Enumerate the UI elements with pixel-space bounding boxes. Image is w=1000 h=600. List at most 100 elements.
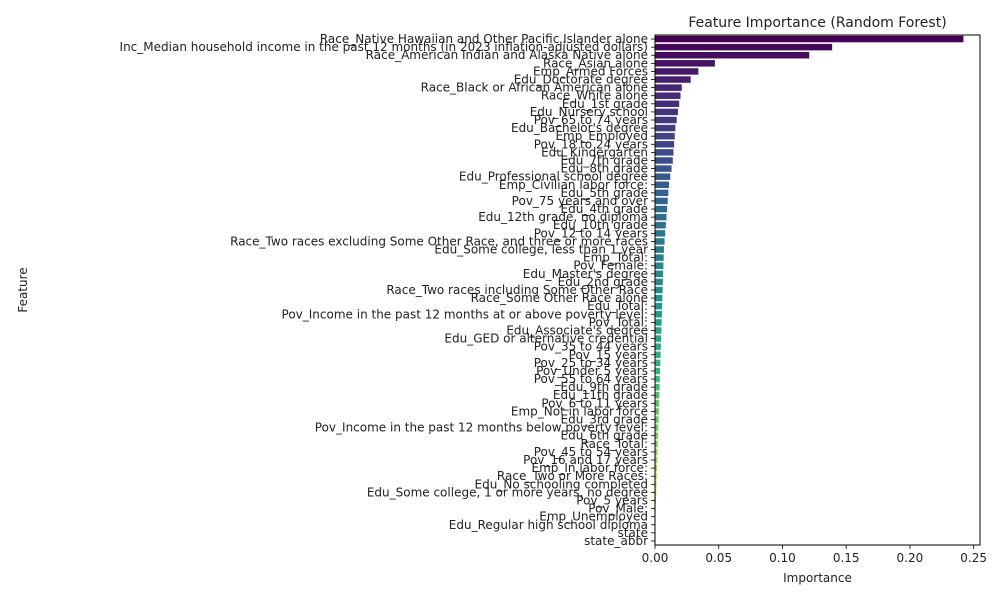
bar <box>655 116 677 124</box>
y-tick-label: Pov_Income in the past 12 months below p… <box>315 421 648 435</box>
x-tick-label: 0.00 <box>642 551 669 565</box>
chart-title: Feature Importance (Random Forest) <box>688 15 946 31</box>
y-tick-label: Race_Black or African American alone <box>421 81 648 95</box>
y-tick-label: Pov_Under 5 years <box>536 364 648 378</box>
y-tick-label: Edu_Nursery school <box>530 105 648 119</box>
y-tick-label: Emp_Not in labor force <box>511 404 648 418</box>
bar <box>655 392 660 399</box>
bar <box>655 262 664 269</box>
y-tick-label: Edu_Kindergarten <box>541 145 648 159</box>
y-tick-label: Pov_6 to 11 years <box>541 396 648 410</box>
bar <box>655 173 671 180</box>
y-tick-label: state <box>618 526 648 540</box>
y-tick-label: Edu_10th grade <box>553 218 648 232</box>
y-tick-label: Emp_Total: <box>583 251 648 265</box>
x-tick-label: 0.05 <box>705 551 732 565</box>
y-tick-label: Edu_7th grade <box>561 153 648 167</box>
bar <box>655 222 666 229</box>
y-tick-label: Pov_12 to 14 years <box>534 226 648 240</box>
y-tick-label: Race_American Indian and Alaska Native a… <box>366 48 648 62</box>
plot-frame <box>654 34 981 546</box>
y-tick-label: Race_Total: <box>581 437 648 451</box>
bar <box>655 481 657 488</box>
bar <box>655 448 658 456</box>
bar <box>655 383 660 391</box>
y-tick-labels: Race_Native Hawaiian and Other Pacific I… <box>120 32 655 548</box>
bar <box>655 367 661 375</box>
y-tick-label: Pov_18 to 24 years <box>534 137 648 151</box>
bar <box>655 359 661 367</box>
y-tick-label: Pov_25 to 34 years <box>534 356 648 370</box>
x-tick-label: 0.15 <box>833 551 860 565</box>
bar <box>655 311 662 318</box>
y-tick-label: Edu_8th grade <box>561 162 648 176</box>
y-tick-label: Edu_Regular high school diploma <box>449 518 648 532</box>
bar <box>655 424 659 431</box>
y-tick-label: state_abbr <box>584 534 648 548</box>
bar <box>655 343 661 350</box>
bar <box>655 294 663 302</box>
y-tick-label: Pov_45 to 54 years <box>534 445 648 459</box>
bar <box>655 76 691 83</box>
y-tick-label: Race_Native Hawaiian and Other Pacific I… <box>320 32 648 46</box>
y-tick-label: Race_Two races including Some Other Race <box>386 283 648 297</box>
y-tick-label: Pov_55 to 64 years <box>534 372 648 386</box>
y-tick-label: Emp_Employed <box>555 129 648 143</box>
y-tick-label: Edu_No schooling completed <box>475 477 648 491</box>
y-tick-label: Edu_4th grade <box>561 202 648 216</box>
y-tick-label: Edu_Some college, 1 or more years, no de… <box>367 485 648 499</box>
bar <box>655 278 663 286</box>
y-tick-label: Emp_In labor force: <box>531 461 648 475</box>
y-tick-label: Edu_11th grade <box>553 388 648 402</box>
y-tick-label: Emp_Unemployed <box>539 510 648 524</box>
x-axis: 0.00 0.05 0.10 0.15 0.20 0.25 <box>642 545 987 565</box>
y-tick-label: Pov_16 and 17 years <box>523 453 648 467</box>
bar <box>655 197 668 205</box>
bar <box>655 165 672 172</box>
bar <box>655 35 964 43</box>
bar <box>655 497 657 504</box>
bar <box>655 124 676 132</box>
y-tick-label: Pov_75 years and over <box>512 194 648 208</box>
bar <box>655 432 659 439</box>
bar <box>655 230 666 237</box>
y-tick-label: Emp_Civilian labor force: <box>499 178 648 192</box>
bar <box>655 319 662 326</box>
y-tick-label: Edu_2nd grade <box>558 275 648 289</box>
y-tick-label: Race_Asian alone <box>543 56 648 70</box>
y-tick-label: Edu_3rd grade <box>561 413 649 427</box>
bar <box>655 254 664 261</box>
x-tick-label: 0.20 <box>897 551 924 565</box>
bar <box>655 92 681 99</box>
y-tick-label: Race_White alone <box>541 89 648 103</box>
bar <box>655 489 657 496</box>
y-tick-label: Edu_Doctorate degree <box>514 73 648 87</box>
y-tick-label: Edu_1st grade <box>562 97 648 111</box>
y-tick-label: Pov_65 to 74 years <box>534 113 648 127</box>
bar <box>655 400 660 407</box>
y-tick-label: Edu_5th grade <box>561 186 648 200</box>
y-tick-label: Race_Two or More Races: <box>497 469 648 483</box>
bars-group <box>655 35 964 528</box>
y-tick-label: Pov_15 years <box>569 348 648 362</box>
bar <box>655 440 658 448</box>
bar <box>655 464 658 472</box>
y-tick-label: Pov_Total: <box>589 315 648 329</box>
y-tick-label: Edu_6th grade <box>561 429 648 443</box>
y-tick-label: Edu_Associate's degree <box>506 323 648 337</box>
bar <box>655 43 833 51</box>
y-tick-label: Edu_GED or alternative credential <box>444 332 648 346</box>
x-axis-title: Importance <box>783 571 852 585</box>
x-tick-label: 0.10 <box>769 551 796 565</box>
y-tick-label: Edu_9th grade <box>561 380 648 394</box>
bar <box>655 100 680 108</box>
y-tick-label: Pov_Income in the past 12 months at or a… <box>282 307 648 321</box>
y-tick-label: Emp_Armed Forces <box>533 64 648 78</box>
y-tick-label: Edu_Total: <box>587 299 648 313</box>
bar <box>655 335 662 342</box>
bar <box>655 246 664 253</box>
y-axis-title: Feature <box>16 267 30 312</box>
bar <box>655 416 659 423</box>
bar <box>655 52 810 59</box>
